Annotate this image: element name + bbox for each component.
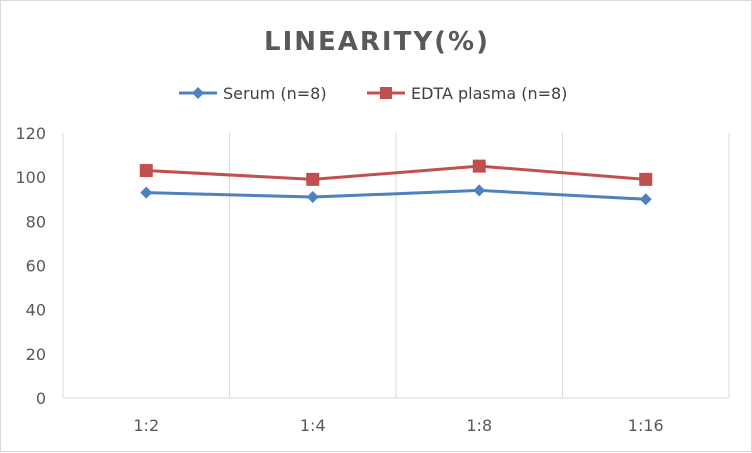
x-tick-label: 1:8: [466, 416, 492, 435]
data-point: [639, 172, 653, 186]
data-point: [192, 87, 204, 99]
y-tick-label: 20: [26, 345, 46, 364]
data-point: [639, 193, 652, 206]
legend-label: Serum (n=8): [223, 84, 327, 103]
legend-label: EDTA plasma (n=8): [411, 84, 567, 103]
x-tick-label: 1:16: [628, 416, 664, 435]
legend-item: Serum (n=8): [179, 84, 327, 103]
data-point: [306, 191, 319, 204]
data-point: [306, 172, 320, 186]
data-point: [472, 159, 486, 173]
x-tick-label: 1:2: [133, 416, 159, 435]
chart-title: LINEARITY(%): [264, 27, 490, 57]
y-tick-label: 40: [26, 301, 46, 320]
y-tick-label: 60: [26, 257, 46, 276]
grid-lines: [62, 133, 730, 399]
data-point: [380, 87, 392, 99]
data-point: [473, 184, 486, 197]
data-point: [140, 186, 153, 199]
x-tick-label: 1:4: [300, 416, 326, 435]
series-edta-plasma-n-8-: [139, 159, 653, 186]
x-axis: 1:2 1:4 1:8 1:16: [133, 416, 663, 435]
y-tick-label: 80: [26, 212, 46, 231]
series-serum-n-8-: [140, 184, 652, 206]
data-point: [139, 164, 153, 178]
y-axis: 0 20 40 60 80 100 120: [15, 124, 46, 408]
series-group: [139, 159, 653, 206]
legend-item: EDTA plasma (n=8): [367, 84, 567, 103]
series-line: [146, 188, 646, 201]
y-tick-label: 100: [15, 168, 46, 187]
series-line: [146, 164, 646, 181]
y-tick-label: 0: [36, 389, 46, 408]
y-tick-label: 120: [15, 124, 46, 143]
legend: Serum (n=8) EDTA plasma (n=8): [179, 84, 567, 103]
